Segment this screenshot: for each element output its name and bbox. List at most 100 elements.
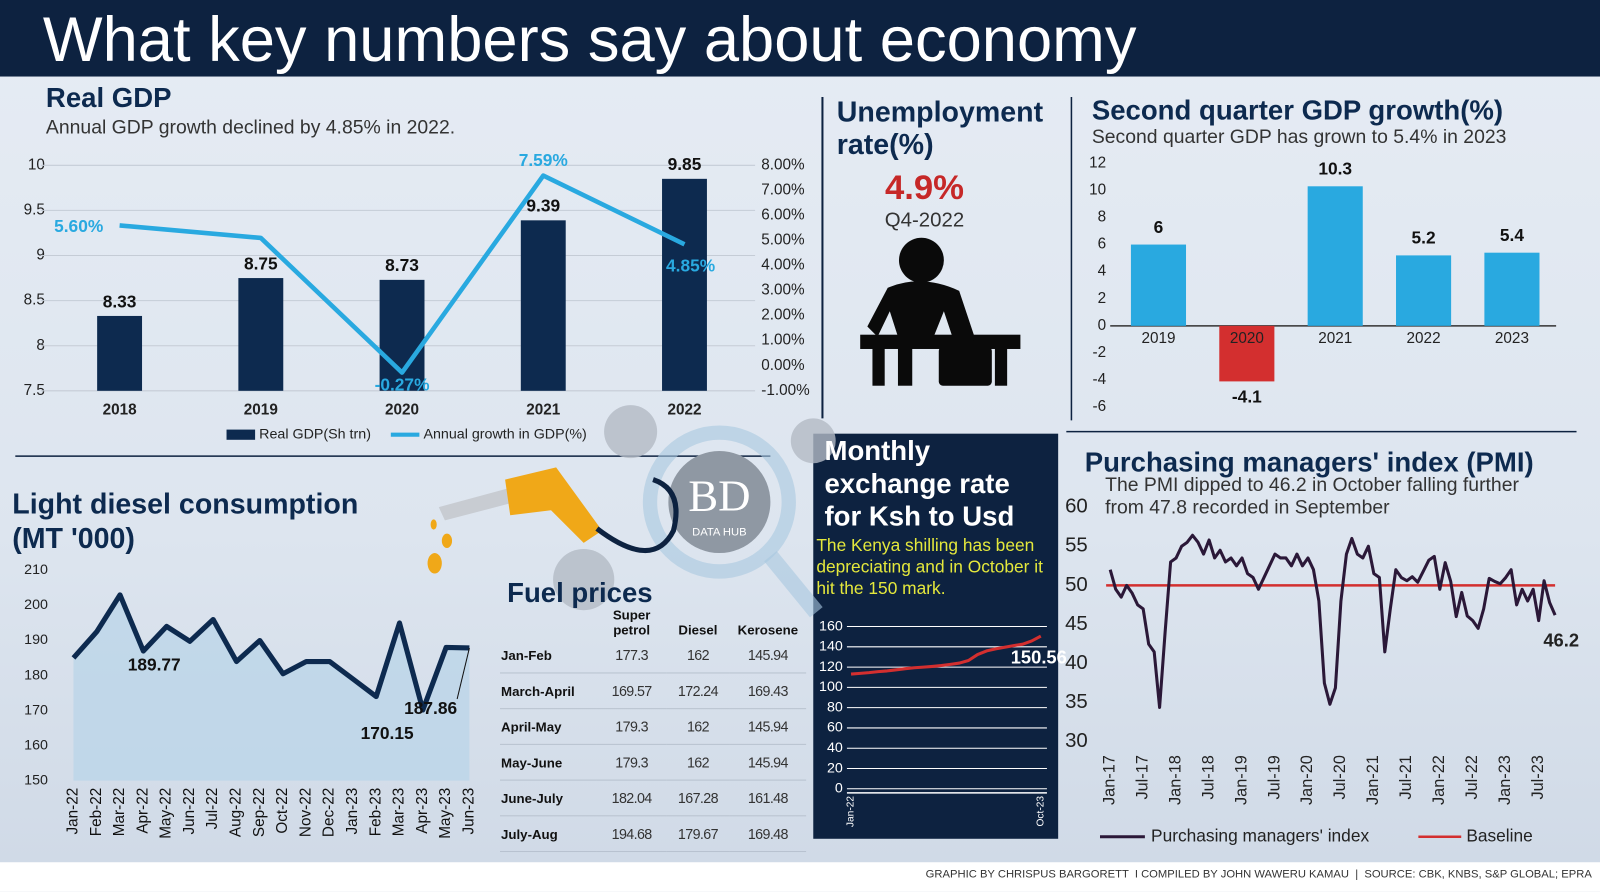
logo-circle bbox=[668, 451, 771, 554]
x-tick-label: Aug-22 bbox=[228, 788, 245, 837]
y-tick-label: 10 bbox=[1089, 181, 1106, 198]
y-tick-label: 160 bbox=[24, 737, 48, 753]
table-row: April-May 179.3 162 145.94 bbox=[499, 708, 807, 745]
y-tick-label: -6 bbox=[1093, 398, 1107, 415]
x-tick-label: Jan-23 bbox=[344, 788, 361, 835]
label-leader bbox=[456, 647, 470, 700]
y-tick-label: 140 bbox=[819, 639, 843, 655]
y-tick-label: 7.5 bbox=[24, 382, 45, 399]
x-tick-label: 2019 bbox=[1141, 330, 1175, 347]
unemployment-period: Q4-2022 bbox=[884, 209, 965, 232]
x-tick-label: May-22 bbox=[158, 788, 175, 839]
legend-label: Purchasing managers' index bbox=[1151, 825, 1369, 845]
y-tick-label: 9 bbox=[36, 247, 45, 264]
data-label: 170.15 bbox=[361, 723, 414, 743]
table-cell: 162 bbox=[666, 708, 730, 745]
bench-leg bbox=[872, 346, 885, 386]
x-tick-label: Jan-22 bbox=[65, 788, 82, 835]
chart-title: Real GDP bbox=[45, 82, 172, 114]
x-tick-label: Jul-20 bbox=[1331, 755, 1349, 799]
decor-circle bbox=[790, 418, 836, 464]
bar-value-label: 8.75 bbox=[244, 253, 278, 273]
y-tick-label: 6.00% bbox=[761, 206, 805, 223]
y-tick-label: 50 bbox=[1065, 574, 1088, 596]
y-tick-label: 0 bbox=[1098, 317, 1107, 334]
person-head bbox=[898, 237, 944, 283]
x-tick-label: Oct-23 bbox=[1036, 796, 1047, 827]
chart-title: Light diesel consumption (MT '000) bbox=[12, 487, 359, 555]
x-tick-label: Jan-22 bbox=[1430, 755, 1448, 805]
y-tick-label: 80 bbox=[827, 699, 843, 715]
table-cell: 162 bbox=[666, 637, 730, 674]
decor-handle bbox=[764, 550, 823, 618]
bar bbox=[1484, 252, 1540, 326]
table-cell: 194.68 bbox=[596, 815, 667, 853]
x-tick-label: Jun-22 bbox=[181, 788, 198, 835]
x-tick-label: Jul-23 bbox=[1529, 755, 1547, 799]
table-corner bbox=[500, 605, 597, 638]
table-row: Jan-Feb 177.3 162 145.94 bbox=[499, 637, 807, 674]
fuel-drop bbox=[430, 519, 437, 530]
chart-subtitle: The PMI dipped to 46.2 in October fallin… bbox=[1105, 474, 1519, 519]
table-cell: 179.67 bbox=[666, 815, 730, 853]
table-cell: 177.3 bbox=[596, 637, 667, 674]
row-label: July-Aug bbox=[499, 815, 597, 853]
line-value-label: -0.27% bbox=[375, 374, 430, 394]
y-tick-label: -4 bbox=[1093, 371, 1107, 388]
y-tick-label: 30 bbox=[1065, 730, 1088, 752]
y-tick-label: 35 bbox=[1065, 691, 1088, 713]
x-tick-label: 2018 bbox=[103, 401, 138, 418]
y-tick-label: -2 bbox=[1093, 344, 1107, 361]
decor-circle bbox=[604, 405, 658, 459]
table-cell: 167.28 bbox=[666, 780, 730, 817]
x-tick-label: Jan-23 bbox=[1496, 755, 1514, 805]
consumption-line bbox=[71, 592, 470, 713]
area-fill bbox=[73, 594, 470, 781]
table-cell: 172.24 bbox=[666, 672, 730, 710]
x-tick-label: May-23 bbox=[437, 788, 454, 839]
table-cell: 179.3 bbox=[596, 708, 667, 745]
x-tick-label: Jan-22 bbox=[846, 796, 857, 827]
x-tick-label: 2022 bbox=[1407, 330, 1441, 347]
bar-value-label: 5.4 bbox=[1500, 225, 1524, 245]
row-label: Jan-Feb bbox=[499, 637, 597, 674]
y-tick-label: 1.00% bbox=[761, 332, 805, 349]
table-cell: 169.57 bbox=[596, 672, 667, 710]
legend-label: Baseline bbox=[1466, 825, 1532, 845]
y-tick-label: 2.00% bbox=[761, 307, 805, 324]
bar-value-label: 10.3 bbox=[1318, 159, 1352, 179]
y-tick-label: 8 bbox=[1098, 209, 1107, 226]
x-tick-label: Jul-21 bbox=[1397, 755, 1415, 799]
bar-value-label: 5.2 bbox=[1412, 228, 1436, 248]
table-row: June-July 182.04 167.28 161.48 bbox=[499, 780, 807, 817]
chart-subtitle: Second quarter GDP has grown to 5.4% in … bbox=[1091, 126, 1507, 148]
bar-value-label: 8.73 bbox=[385, 255, 419, 275]
y-tick-label: 12 bbox=[1089, 154, 1106, 171]
bar bbox=[1396, 255, 1452, 326]
nozzle-spout bbox=[438, 487, 516, 521]
row-label: April-May bbox=[499, 708, 597, 745]
y-tick-label: 9.5 bbox=[24, 201, 45, 218]
row-label: May-June bbox=[499, 744, 597, 781]
y-tick-label: 100 bbox=[819, 679, 843, 695]
x-tick-label: Jan-20 bbox=[1298, 755, 1316, 805]
table-header-row: Super petrol Diesel Kerosene bbox=[500, 605, 806, 638]
x-tick-label: Jul-22 bbox=[1463, 755, 1481, 799]
bar bbox=[1307, 186, 1363, 326]
nozzle-body bbox=[505, 467, 603, 543]
y-tick-label: 45 bbox=[1065, 613, 1088, 635]
fuel-table: Super petrol Diesel Kerosene Jan-Feb 177.3 1… bbox=[499, 605, 807, 853]
y-tick-label: 4.00% bbox=[761, 257, 805, 274]
growth-line bbox=[119, 173, 686, 375]
y-tick-label: 2 bbox=[1098, 290, 1107, 307]
chart-title: Second quarter GDP growth(%) bbox=[1091, 94, 1504, 126]
chart-title: Purchasing managers' index (PMI) bbox=[1084, 446, 1534, 478]
legend-label: Annual growth in GDP(%) bbox=[423, 426, 586, 442]
y-tick-label: 20 bbox=[827, 760, 843, 776]
y-tick-label: 8.00% bbox=[761, 156, 805, 173]
table-row: May-June 179.3 162 145.94 bbox=[499, 744, 807, 781]
y-tick-label: 60 bbox=[1065, 496, 1088, 518]
bar bbox=[238, 278, 284, 391]
person-body bbox=[867, 281, 975, 342]
